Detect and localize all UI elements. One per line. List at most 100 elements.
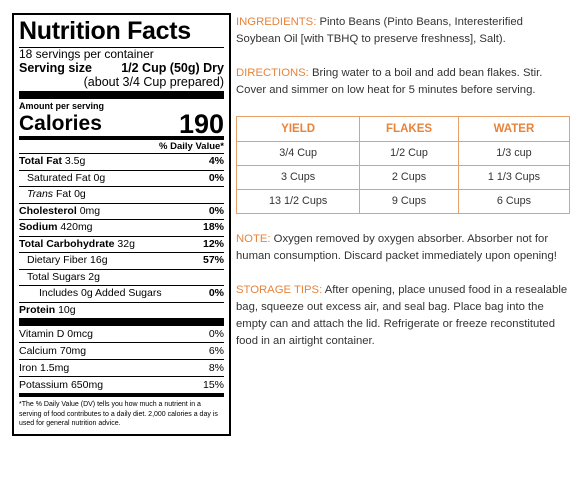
table-cell: 6 Cups xyxy=(457,189,571,214)
nutrient-row-total-sugars: Total Sugars 2g xyxy=(19,268,224,286)
table-cell: 2 Cups xyxy=(359,165,459,190)
daily-value-header: % Daily Value* xyxy=(159,141,224,152)
nutrient-name: Sodium xyxy=(19,221,58,233)
vitamin-name: Vitamin D xyxy=(19,328,65,340)
nutrition-facts-title: Nutrition Facts xyxy=(19,17,191,45)
nutrient-amount: 3.5g xyxy=(64,155,86,167)
divider-medium xyxy=(19,393,224,397)
vitamin-dv: 8% xyxy=(208,362,224,374)
nutrient-row-dietary-fiber: Dietary Fiber 16g 57% xyxy=(19,252,224,269)
table-cell: 1/2 Cup xyxy=(359,141,459,166)
nutrient-row-trans-fat: Trans Fat 0g xyxy=(19,186,224,203)
nutrient-row-protein: Protein 10g xyxy=(19,301,224,319)
table-cell: 3 Cups xyxy=(235,165,361,190)
nutrient-dv: 0% xyxy=(208,287,224,299)
vitamin-row-potassium: Potassium 650mg 15% xyxy=(19,376,224,393)
nutrient-amount: 10g xyxy=(58,303,76,316)
serving-size-row: Serving size 1/2 Cup (50g) Dry xyxy=(19,61,224,75)
storage-text: After opening, place unused food in a re… xyxy=(236,284,568,347)
nutrient-amount: 32g xyxy=(117,237,135,250)
nutrient-dv: 0% xyxy=(208,204,224,217)
nutrient-dv: 0% xyxy=(208,171,224,184)
nutrient-dv: 4% xyxy=(208,155,224,167)
nutrient-amount: 16g xyxy=(90,254,108,266)
vitamin-dv: 6% xyxy=(208,345,224,357)
nutrient-row-saturated-fat: Saturated Fat 0g 0% xyxy=(19,169,224,187)
vitamin-amount: 650mg xyxy=(70,379,104,391)
vitamins-list: Vitamin D 0mcg 0% Calcium 70mg 6% Iron 1… xyxy=(19,326,224,393)
nutrient-amount: 0g xyxy=(93,171,106,184)
serving-size-value: 1/2 Cup (50g) Dry xyxy=(121,61,224,75)
vitamin-amount: 70mg xyxy=(59,345,87,357)
column-header-yield: YIELD xyxy=(235,116,361,142)
vitamin-name: Iron xyxy=(19,362,38,374)
product-info: INGREDIENTS: Pinto Beans (Pinto Beans, I… xyxy=(235,14,571,367)
vitamin-row-iron: Iron 1.5mg 8% xyxy=(19,359,224,376)
divider-heavy xyxy=(19,91,224,99)
nutrient-amount: 0mg xyxy=(79,204,101,217)
note-text: Oxygen removed by oxygen absorber. Absor… xyxy=(236,233,557,262)
ingredients-label: INGREDIENTS: xyxy=(236,16,317,28)
nutrient-dv: 18% xyxy=(202,221,224,233)
divider-medium xyxy=(19,136,224,140)
vitamin-dv: 15% xyxy=(202,379,224,391)
column-header-water: WATER xyxy=(457,116,571,142)
nutrient-row-total-fat: Total Fat 3.5g 4% xyxy=(19,153,224,170)
nutrient-amount: 0g xyxy=(74,188,86,200)
divider xyxy=(19,47,224,48)
nutrient-row-added-sugars: Includes 0g Added Sugars 0% xyxy=(19,285,224,302)
calories-label: Calories xyxy=(19,112,102,135)
nutrient-name: Total Sugars xyxy=(27,270,86,283)
nutrient-name: Fat xyxy=(55,188,72,200)
nutrient-name: Total Carbohydrate xyxy=(19,237,115,250)
nutrient-name: Saturated Fat xyxy=(27,171,91,184)
table-row: 13 1/2 Cups 9 Cups 6 Cups xyxy=(235,189,571,214)
yield-table-header: YIELD FLAKES WATER xyxy=(235,116,571,142)
vitamin-amount: 0mcg xyxy=(67,328,93,340)
serving-size-label: Serving size xyxy=(19,61,92,75)
nutrient-name: Dietary Fiber xyxy=(27,254,88,266)
vitamin-amount: 1.5mg xyxy=(40,362,70,374)
column-header-flakes: FLAKES xyxy=(359,116,459,142)
servings-per-container: 18 servings per container xyxy=(19,47,154,61)
calories-value: 190 xyxy=(178,109,224,139)
daily-value-footnote: *The % Daily Value (DV) tells you how mu… xyxy=(19,401,218,427)
storage-label: STORAGE TIPS: xyxy=(236,284,323,296)
vitamin-row-calcium: Calcium 70mg 6% xyxy=(19,342,224,359)
ingredients-paragraph: INGREDIENTS: Pinto Beans (Pinto Beans, I… xyxy=(236,14,570,48)
nutrient-name: Includes 0g Added Sugars xyxy=(39,287,162,299)
storage-paragraph: STORAGE TIPS: After opening, place unuse… xyxy=(236,282,570,350)
nutrient-row-cholesterol: Cholesterol 0mg 0% xyxy=(19,202,224,220)
vitamin-name: Potassium xyxy=(19,379,69,391)
yield-table: YIELD FLAKES WATER 3/4 Cup 1/2 Cup 1/3 c… xyxy=(235,116,571,214)
table-cell: 9 Cups xyxy=(359,189,459,214)
nutrient-dv: 57% xyxy=(202,254,224,266)
nutrient-amount: 2g xyxy=(88,270,100,283)
vitamin-name: Calcium xyxy=(19,345,57,357)
table-cell: 1 1/3 Cups xyxy=(457,165,571,190)
nutrient-name: Cholesterol xyxy=(19,204,77,217)
ingredients-text: Pinto Beans (Pinto Beans, Interesterifie… xyxy=(236,16,523,45)
table-cell: 3/4 Cup xyxy=(235,141,361,166)
nutrient-name: Protein xyxy=(19,303,56,316)
directions-label: DIRECTIONS: xyxy=(236,67,309,79)
vitamin-row-vitamin-d: Vitamin D 0mcg 0% xyxy=(19,326,224,342)
amount-per-serving-label: Amount per serving xyxy=(19,101,105,111)
note-label: NOTE: xyxy=(236,233,271,245)
vitamin-dv: 0% xyxy=(208,328,224,340)
nutrient-amount: 420mg xyxy=(60,221,93,233)
nutrient-name-italic: Trans xyxy=(27,188,54,200)
directions-paragraph: DIRECTIONS: Bring water to a boil and ad… xyxy=(236,65,570,99)
nutrient-row-sodium: Sodium 420mg 18% xyxy=(19,219,224,236)
nutrient-dv: 12% xyxy=(202,237,224,250)
nutrient-name: Total Fat xyxy=(19,155,62,167)
note-paragraph: NOTE: Oxygen removed by oxygen absorber.… xyxy=(236,231,570,265)
table-row: 3/4 Cup 1/2 Cup 1/3 cup xyxy=(235,141,571,166)
table-row: 3 Cups 2 Cups 1 1/3 Cups xyxy=(235,165,571,190)
nutrition-facts-panel: Nutrition Facts 18 servings per containe… xyxy=(12,13,231,436)
serving-size-prepared: (about 3/4 Cup prepared) xyxy=(83,75,224,89)
nutrient-row-total-carbohydrate: Total Carbohydrate 32g 12% xyxy=(19,235,224,253)
directions-text: Bring water to a boil and add bean flake… xyxy=(236,67,543,96)
calories-row: Calories 190 xyxy=(19,109,224,139)
divider-heavy xyxy=(19,318,224,326)
